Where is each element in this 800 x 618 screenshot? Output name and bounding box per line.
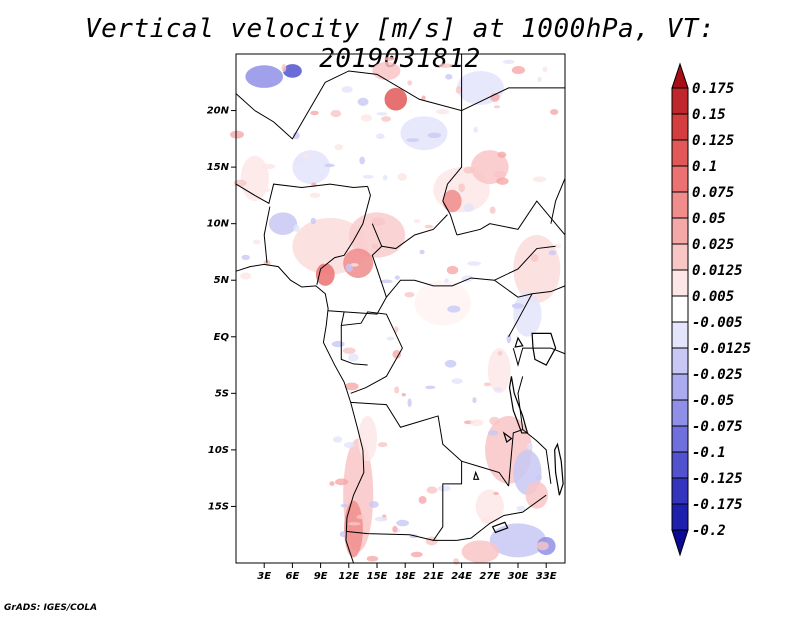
- colorbar-min-arrow: [671, 529, 689, 557]
- colorbar-label: -0.0125: [692, 341, 751, 357]
- colorbar-segment: [671, 217, 689, 245]
- colorbar-segment: [671, 295, 689, 323]
- colorbar-label: 0.005: [692, 289, 734, 305]
- colorbar-label: 0.175: [692, 81, 734, 97]
- lon-tick-label: 12E: [338, 571, 359, 582]
- colorbar-segment: [671, 321, 689, 349]
- colorbar-segment: [671, 139, 689, 167]
- colorbar: 0.175 0.15 0.125 0.1 0.075 0.05 0.025 0.0125 0.0…: [671, 62, 751, 557]
- colorbar-label: 0.0125: [692, 263, 743, 279]
- colorbar-label: 0.025: [692, 237, 734, 253]
- colorbar-segment: [671, 87, 689, 115]
- colorbar-label: -0.075: [692, 419, 743, 435]
- colorbar-label: 0.15: [692, 107, 726, 123]
- colorbar-label: -0.05: [692, 393, 734, 409]
- colorbar-label: -0.1: [692, 445, 726, 461]
- lon-tick-label: 15E: [367, 571, 388, 582]
- lon-tick-label: 3E: [257, 571, 271, 582]
- map-frame: [235, 53, 566, 564]
- colorbar-segment: [671, 191, 689, 219]
- lon-tick-label: 24E: [451, 571, 472, 582]
- colorbar-segment: [671, 113, 689, 141]
- lat-tick-label: 5S: [215, 388, 229, 399]
- lat-tick-label: 5N: [214, 275, 230, 286]
- colorbar-segment: [671, 347, 689, 375]
- country-borders: [235, 54, 566, 564]
- map-title: Vertical velocity [m/s] at 1000hPa, VT: …: [85, 14, 715, 74]
- lat-tick-label: 15S: [208, 501, 229, 512]
- lon-tick-label: 27E: [479, 571, 500, 582]
- lon-tick-label: 21E: [423, 571, 444, 582]
- colorbar-segment: [671, 269, 689, 297]
- lat-tick-label: EQ: [214, 332, 230, 343]
- colorbar-max-arrow: [671, 62, 689, 89]
- lon-tick-label: 6E: [286, 571, 300, 582]
- colorbar-label: 0.075: [692, 185, 734, 201]
- lon-tick-label: 30E: [508, 571, 529, 582]
- colorbar-label: -0.175: [692, 497, 743, 513]
- colorbar-label: 0.05: [692, 211, 726, 227]
- lat-tick-label: 15N: [207, 162, 230, 173]
- colorbar-label: -0.2: [692, 523, 726, 539]
- axis-ticks: 20N 15N 10N 5N EQ 5S 10S 15S 3E 6E 9E 12E 15E 18E 21E 2…: [207, 106, 557, 582]
- lon-tick-label: 9E: [314, 571, 328, 582]
- colorbar-label: -0.025: [692, 367, 743, 383]
- colorbar-segment: [671, 399, 689, 427]
- colorbar-segment: [671, 373, 689, 401]
- lat-tick-label: 20N: [207, 106, 230, 117]
- colorbar-label: 0.125: [692, 133, 734, 149]
- lakes: [473, 332, 564, 534]
- colorbar-segment: [671, 451, 689, 479]
- colorbar-segment: [671, 165, 689, 193]
- lat-tick-label: 10S: [208, 445, 229, 456]
- colorbar-segment: [671, 425, 689, 453]
- lon-tick-label: 18E: [395, 571, 416, 582]
- colorbar-segment: [671, 477, 689, 505]
- grads-credit: GrADS: IGES/COLA: [4, 603, 98, 613]
- colorbar-label: -0.125: [692, 471, 743, 487]
- lon-tick-label: 33E: [536, 571, 557, 582]
- colorbar-label: -0.005: [692, 315, 743, 331]
- velocity-field: [230, 53, 562, 565]
- colorbar-label: 0.1: [692, 159, 717, 175]
- colorbar-segment: [671, 243, 689, 271]
- lat-tick-label: 10N: [207, 219, 230, 230]
- colorbar-segment: [671, 503, 689, 531]
